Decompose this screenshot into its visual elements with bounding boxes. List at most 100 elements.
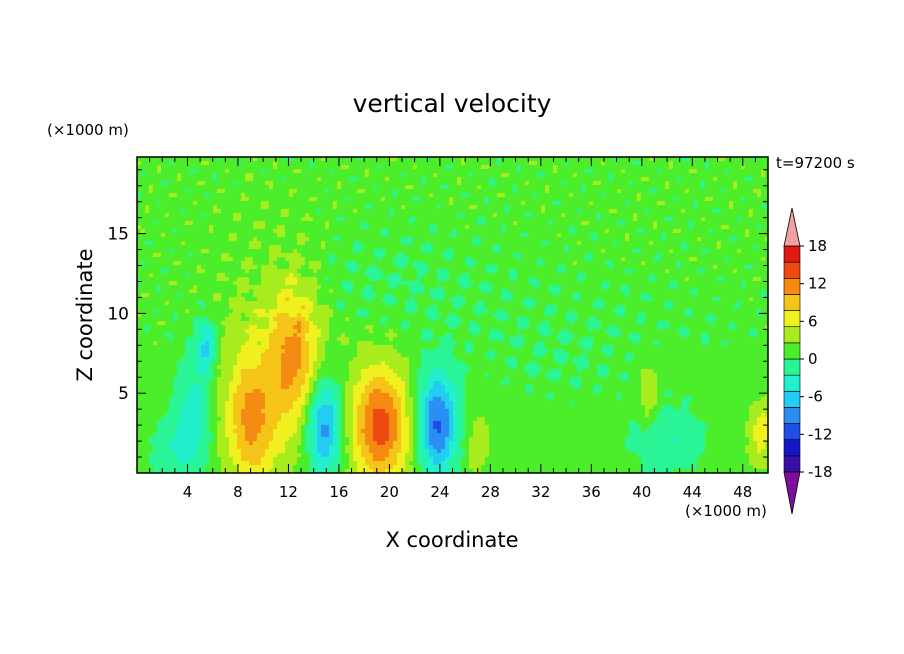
- contour-cell: [337, 257, 342, 262]
- contour-cell: [273, 257, 278, 262]
- contour-cell: [757, 169, 762, 174]
- contour-cell: [705, 233, 710, 238]
- contour-cell: [737, 177, 742, 182]
- contour-cell: [225, 221, 230, 226]
- contour-cell: [565, 193, 570, 198]
- contour-cell: [717, 245, 722, 250]
- contour-cell: [641, 185, 646, 190]
- contour-cell: [177, 221, 182, 226]
- contour-cell: [469, 201, 474, 206]
- contour-cell: [561, 261, 566, 266]
- contour-cell: [513, 245, 518, 250]
- contour-cell: [157, 233, 162, 238]
- contour-cell: [525, 197, 530, 202]
- contour-cell: [313, 257, 318, 262]
- contour-cell: [361, 169, 366, 174]
- contour-cell: [757, 241, 762, 246]
- contour-cell: [705, 213, 710, 218]
- contour-cell: [613, 161, 618, 166]
- contour-cell: [369, 157, 374, 162]
- contour-cell: [701, 225, 706, 230]
- contour-cell: [649, 197, 654, 202]
- contour-cell: [713, 193, 718, 198]
- contour-cell: [489, 233, 494, 238]
- contour-cell: [273, 181, 278, 186]
- contour-cell: [305, 157, 310, 162]
- contour-cell: [549, 209, 554, 214]
- contour-cell: [469, 257, 474, 262]
- contour-cell: [285, 209, 290, 214]
- contour-cell: [673, 161, 678, 166]
- contour-cell: [513, 161, 518, 166]
- contour-cell: [353, 245, 358, 250]
- contour-cell: [565, 185, 570, 190]
- contour-cell: [585, 233, 590, 238]
- contour-cell: [449, 201, 454, 206]
- contour-cell: [173, 249, 178, 254]
- contour-cell: [489, 181, 494, 186]
- contour-cell: [445, 269, 450, 274]
- contour-cell: [709, 169, 714, 174]
- contour-cell: [433, 249, 438, 254]
- contour-cell: [757, 189, 762, 194]
- contour-cell: [425, 241, 430, 246]
- contour-cell: [281, 257, 286, 262]
- contour-cell: [697, 269, 702, 274]
- contour-cell: [349, 249, 354, 254]
- contour-cell: [357, 193, 362, 198]
- contour-cell: [597, 165, 602, 170]
- contour-cell: [521, 273, 526, 278]
- contour-cell: [437, 281, 442, 286]
- contour-cell: [489, 209, 494, 214]
- contour-cell: [141, 257, 146, 262]
- contour-cell: [485, 213, 490, 218]
- contour-cell: [437, 169, 442, 174]
- contour-cell: [245, 177, 250, 182]
- contour-cell: [505, 165, 510, 170]
- contour-cell: [665, 213, 670, 218]
- contour-cell: [377, 225, 382, 230]
- contour-cell: [301, 161, 306, 166]
- contour-cell: [545, 233, 550, 238]
- contour-cell: [641, 201, 646, 206]
- contour-cell: [669, 233, 674, 238]
- contour-cell: [485, 241, 490, 246]
- contour-cell: [273, 269, 278, 274]
- contour-cell: [629, 225, 634, 230]
- contour-cell: [505, 197, 510, 202]
- contour-cell: [269, 225, 274, 230]
- contour-cell: [701, 189, 706, 194]
- contour-cell: [385, 229, 390, 234]
- contour-cell: [397, 241, 402, 246]
- contour-cell: [197, 225, 202, 230]
- contour-cell: [393, 197, 398, 202]
- contour-cell: [497, 193, 502, 198]
- contour-cell: [593, 249, 598, 254]
- contour-cell: [441, 229, 446, 234]
- contour-cell: [617, 261, 622, 266]
- contour-cell: [509, 233, 514, 238]
- contour-cell: [269, 241, 274, 246]
- contour-cell: [473, 193, 478, 198]
- contour-cell: [465, 269, 470, 274]
- contour-cell: [345, 277, 350, 282]
- contour-cell: [249, 185, 254, 190]
- contour-cell: [261, 213, 266, 218]
- contour-cell: [221, 217, 226, 222]
- contour-cell: [593, 169, 598, 174]
- contour-cell: [749, 233, 754, 238]
- contour-cell: [409, 157, 414, 162]
- contour-cell: [665, 229, 670, 234]
- contour-cell: [709, 241, 714, 246]
- contour-cell: [237, 257, 242, 262]
- contour-cell: [181, 165, 186, 170]
- contour-cell: [521, 257, 526, 262]
- contour-cell: [253, 201, 258, 206]
- contour-cell: [693, 193, 698, 198]
- contour-cell: [197, 217, 202, 222]
- contour-cell: [489, 165, 494, 170]
- contour-cell: [677, 161, 682, 166]
- contour-cell: [609, 189, 614, 194]
- contour-cell: [765, 173, 768, 178]
- contour-cell: [345, 161, 350, 166]
